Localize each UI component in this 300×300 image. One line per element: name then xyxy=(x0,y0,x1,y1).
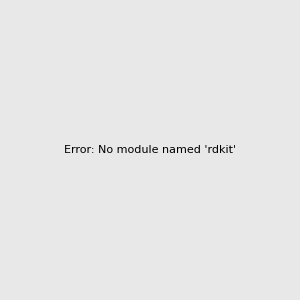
Text: Error: No module named 'rdkit': Error: No module named 'rdkit' xyxy=(64,145,236,155)
